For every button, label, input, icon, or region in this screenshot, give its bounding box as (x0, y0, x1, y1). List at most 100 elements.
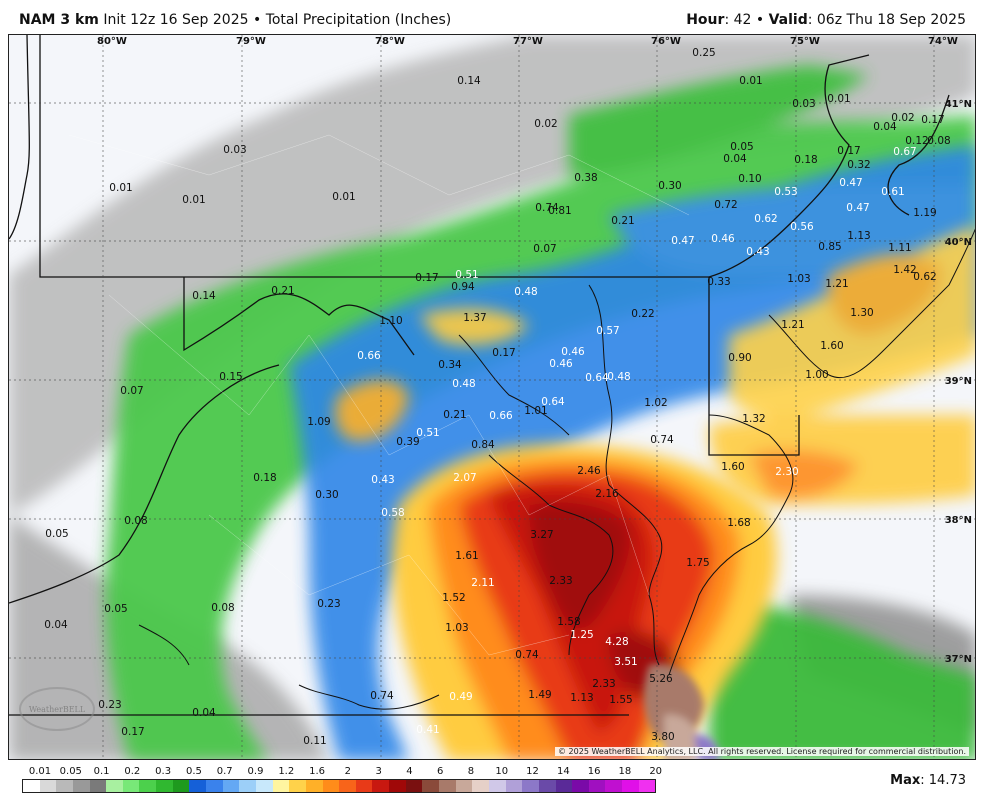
state-boundaries (9, 35, 950, 716)
county-lines (68, 134, 690, 656)
precip-value: 1.42 (893, 264, 917, 276)
precip-value: 1.03 (445, 622, 469, 634)
lat-label: 41°N (944, 99, 972, 110)
title-separator-right: • (755, 12, 765, 28)
precip-value: 0.08 (124, 515, 148, 527)
legend-tick: 12 (526, 766, 539, 777)
legend-swatch (505, 780, 523, 792)
precip-value: 0.74 (650, 434, 674, 446)
precip-value: 0.48 (452, 378, 476, 390)
precip-value: 0.01 (827, 93, 851, 105)
precip-value: 0.62 (754, 213, 778, 225)
precip-value: 0.01 (739, 75, 763, 87)
precip-value: 1.60 (721, 461, 745, 473)
legend-swatch (56, 780, 73, 792)
precip-value: 0.14 (457, 75, 481, 87)
precip-value: 0.17 (837, 145, 861, 157)
legend-tick: 1.6 (309, 766, 326, 777)
precip-value: 1.11 (888, 242, 912, 254)
precip-value: 0.23 (98, 699, 122, 711)
legend-swatch (389, 780, 406, 792)
precip-value: 1.13 (847, 230, 871, 242)
legend-swatch (289, 780, 306, 792)
precip-value: 0.46 (549, 358, 573, 370)
precip-value: 0.01 (109, 182, 133, 194)
precipitation-map[interactable]: 80°W 79°W 78°W 77°W 76°W 75°W 74°W 41°N 40°N 39°… (8, 34, 976, 760)
precip-value: 0.18 (794, 154, 818, 166)
precip-value: 1.03 (787, 273, 811, 285)
lat-label: 37°N (944, 654, 972, 665)
precip-value: 0.22 (631, 308, 655, 320)
legend-tick: 10 (495, 766, 509, 777)
precip-value: 2.07 (453, 472, 477, 484)
legend-swatch (72, 780, 90, 792)
precip-value: 0.04 (723, 153, 747, 165)
precip-value: 0.61 (881, 186, 905, 198)
legend-swatch (422, 780, 440, 792)
precip-value: 0.04 (873, 121, 897, 133)
precip-value: 3.51 (614, 656, 638, 668)
legend-tick: 16 (587, 766, 601, 777)
precip-value: 0.64 (585, 372, 609, 384)
precip-value: 1.19 (913, 207, 937, 219)
precip-value: 0.03 (792, 98, 816, 110)
legend-swatch (455, 780, 473, 792)
lon-label: 74°W (928, 36, 958, 47)
precip-value: 0.23 (317, 598, 341, 610)
legend-tick: 3 (375, 766, 382, 777)
precip-value: 1.02 (644, 397, 668, 409)
precip-value: 1.01 (524, 405, 548, 417)
precip-value: 0.21 (443, 409, 467, 421)
valid-time-info: Hour: 42 • Valid: 06z Thu 18 Sep 2025 (686, 12, 966, 28)
precip-value: 0.01 (332, 191, 356, 203)
precip-value: 0.21 (271, 285, 295, 297)
legend-swatch (305, 780, 323, 792)
precip-value: 0.48 (514, 286, 538, 298)
precip-value: 0.17 (415, 272, 439, 284)
precip-value: 0.08 (927, 135, 951, 147)
precip-value: 0.62 (913, 271, 937, 283)
precip-value: 1.37 (463, 312, 487, 324)
hour-value: : 42 (724, 12, 752, 28)
legend-swatch (139, 780, 157, 792)
precip-value: 0.74 (515, 649, 539, 661)
legend-tick: 6 (437, 766, 444, 777)
init-time: Init 12z 16 Sep 2025 (103, 12, 249, 28)
color-legend (22, 779, 657, 793)
valid-value: : 06z Thu 18 Sep 2025 (807, 12, 966, 28)
precip-value: 1.58 (557, 616, 581, 628)
precip-value: 0.33 (707, 276, 731, 288)
precip-value: 0.02 (891, 112, 915, 124)
lat-label: 38°N (944, 515, 972, 526)
lon-label: 76°W (651, 36, 681, 47)
legend-swatch (206, 780, 223, 792)
legend-tick: 2 (344, 766, 352, 777)
precip-value: 0.51 (416, 427, 440, 439)
lat-label: 39°N (944, 376, 972, 387)
precip-value: 0.66 (489, 410, 513, 422)
precip-value: 0.18 (253, 472, 277, 484)
legend-tick: 14 (556, 766, 570, 777)
legend-swatch (472, 780, 489, 792)
legend-tick: 8 (467, 766, 475, 777)
precip-value: 0.90 (728, 352, 752, 364)
precip-value: 0.07 (533, 243, 557, 255)
precip-value: 0.05 (45, 528, 69, 540)
precip-value: 4.28 (605, 636, 629, 648)
legend-swatch (588, 780, 606, 792)
lat-label: 40°N (944, 237, 972, 248)
legend-swatch (405, 780, 423, 792)
precip-value: 0.30 (658, 180, 682, 192)
precip-value: 1.21 (781, 319, 805, 331)
precip-value: 2.33 (592, 678, 616, 690)
precip-value: 0.21 (611, 215, 635, 227)
precip-value: 0.17 (121, 726, 145, 738)
precip-value: 0.11 (303, 735, 327, 747)
legend-swatch (355, 780, 373, 792)
precip-value: 1.13 (570, 692, 594, 704)
precip-value: 3.80 (651, 731, 675, 743)
legend-tick: 0.7 (216, 766, 233, 777)
legend-swatch (156, 780, 173, 792)
precip-value: 0.43 (371, 474, 395, 486)
precip-value: 0.58 (381, 507, 405, 519)
